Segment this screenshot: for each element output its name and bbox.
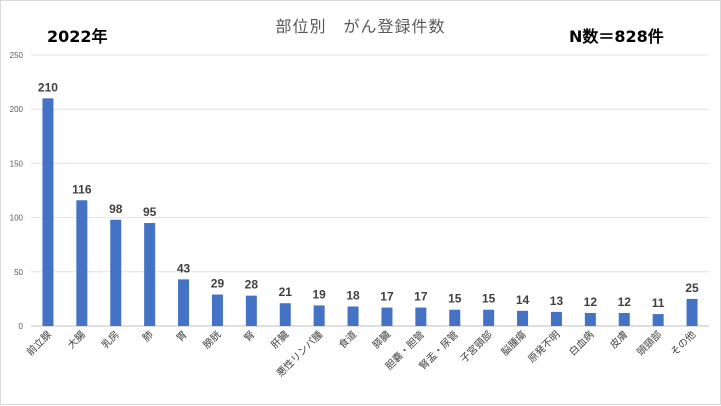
x-tick-label: その他 — [668, 328, 698, 358]
bar — [211, 294, 223, 326]
bar — [279, 303, 291, 326]
x-tick-label: 腎 — [242, 329, 258, 345]
data-label: 95 — [143, 205, 157, 219]
x-tick-label: 乳房 — [99, 328, 122, 351]
bar — [347, 306, 359, 326]
data-label: 17 — [414, 290, 428, 304]
x-tick-label: 子宮頸部 — [457, 328, 494, 365]
data-label: 19 — [312, 287, 326, 301]
bar — [652, 314, 664, 326]
category-labels: 前立腺 大腸 乳房肺胃膀胱腎肝臓悪性リンパ腫 食道 膵臓胆嚢・胆管腎盂・尿管子宮頸部 脳腫… — [24, 328, 699, 380]
bar — [483, 309, 495, 326]
y-tick-label: 0 — [19, 322, 24, 331]
bar — [584, 312, 596, 326]
chart-title: 部位別 がん登録件数 — [275, 17, 446, 36]
data-label: 116 — [72, 182, 92, 196]
x-tick-label: 胃 — [174, 329, 190, 345]
x-tick-label: 前立腺 — [24, 328, 54, 358]
x-tick-label: 膵臓 — [370, 329, 393, 352]
bar — [76, 200, 88, 326]
y-tick-label: 200 — [10, 105, 24, 114]
y-tick-label: 150 — [10, 159, 24, 168]
bar — [449, 309, 461, 326]
data-labels: 210 116 98 95 43 29 28 21 19 18 17 17 15 15 14 13 12 12 11… — [38, 80, 699, 310]
data-label: 29 — [211, 277, 225, 291]
x-tick-label: 大腸 — [65, 328, 88, 351]
year-label: 2022年 — [47, 27, 108, 46]
bar — [144, 223, 156, 326]
y-tick-label: 50 — [14, 268, 23, 277]
data-label: 15 — [448, 292, 462, 306]
data-label: 18 — [346, 288, 360, 302]
data-label: 98 — [109, 202, 123, 216]
sample-size-label: N数＝828件 — [569, 27, 664, 46]
x-tick-label: 肝臓 — [269, 329, 292, 352]
bars — [42, 98, 698, 326]
data-label: 17 — [380, 290, 394, 304]
data-label: 28 — [245, 278, 259, 292]
bar — [42, 98, 54, 326]
bar — [415, 307, 427, 326]
x-tick-label: 白血病 — [566, 328, 596, 358]
x-tick-label: 皮膚 — [607, 328, 630, 351]
data-label: 15 — [482, 292, 496, 306]
bar — [686, 298, 698, 326]
bar — [313, 305, 325, 326]
bar — [618, 312, 630, 326]
data-label: 210 — [38, 80, 58, 94]
x-tick-label: 脳腫瘍 — [498, 328, 528, 358]
data-label: 43 — [177, 261, 191, 275]
y-axis-ticks: 0 50 100 150 200 250 — [10, 51, 24, 331]
data-label: 21 — [279, 285, 293, 299]
data-label: 11 — [652, 296, 665, 310]
bar — [245, 295, 257, 326]
y-tick-label: 100 — [10, 214, 24, 223]
x-tick-label: 食道 — [336, 328, 359, 351]
gridlines — [31, 54, 709, 327]
x-tick-label: 頭頸部 — [634, 328, 664, 358]
bar — [110, 219, 122, 326]
bar — [178, 279, 190, 326]
data-label: 25 — [685, 281, 699, 295]
data-label: 14 — [516, 293, 530, 307]
bar — [381, 307, 393, 326]
x-tick-label: 肺 — [140, 329, 156, 345]
x-tick-label: 膀胱 — [200, 328, 223, 351]
x-tick-label: 原発不明 — [525, 328, 562, 365]
bar — [517, 310, 529, 326]
data-label: 12 — [584, 295, 598, 309]
data-label: 12 — [618, 295, 632, 309]
bar — [550, 311, 562, 326]
y-tick-label: 250 — [10, 51, 24, 60]
data-label: 13 — [550, 294, 564, 308]
